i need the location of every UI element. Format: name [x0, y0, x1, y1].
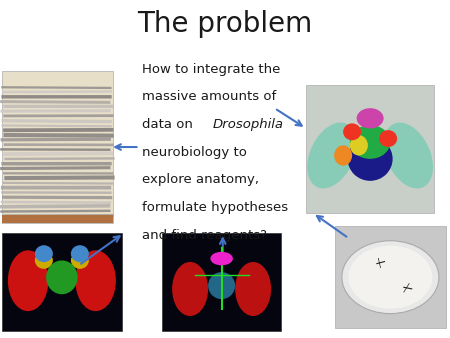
Ellipse shape — [350, 135, 368, 155]
Ellipse shape — [384, 123, 433, 188]
Ellipse shape — [334, 145, 352, 166]
Ellipse shape — [350, 125, 391, 159]
Ellipse shape — [347, 137, 392, 181]
Text: The problem: The problem — [137, 10, 313, 38]
Ellipse shape — [35, 245, 53, 262]
Circle shape — [342, 241, 439, 314]
Bar — [335, 226, 446, 328]
Text: neurobiology to: neurobiology to — [142, 146, 247, 159]
Text: and find reagents?: and find reagents? — [142, 229, 267, 242]
Ellipse shape — [307, 123, 356, 188]
Ellipse shape — [46, 260, 78, 294]
Circle shape — [348, 246, 432, 309]
Ellipse shape — [71, 245, 89, 262]
Bar — [2, 233, 122, 331]
Ellipse shape — [172, 262, 208, 316]
Ellipse shape — [208, 272, 235, 299]
Ellipse shape — [379, 130, 397, 147]
Bar — [2, 71, 112, 223]
Text: formulate hypotheses: formulate hypotheses — [142, 201, 288, 214]
Text: How to integrate the: How to integrate the — [142, 63, 280, 75]
Text: Drosophila: Drosophila — [213, 118, 284, 131]
Bar — [162, 233, 281, 331]
Text: data on: data on — [142, 118, 197, 131]
Ellipse shape — [71, 252, 89, 269]
Ellipse shape — [343, 123, 361, 140]
Ellipse shape — [235, 262, 271, 316]
Text: massive amounts of: massive amounts of — [142, 90, 276, 103]
Ellipse shape — [35, 252, 53, 269]
Bar — [2, 215, 112, 223]
Ellipse shape — [211, 252, 233, 265]
Ellipse shape — [356, 108, 383, 128]
Ellipse shape — [8, 250, 49, 311]
Text: explore anatomy,: explore anatomy, — [142, 173, 259, 186]
Bar — [306, 84, 434, 213]
Ellipse shape — [76, 250, 116, 311]
